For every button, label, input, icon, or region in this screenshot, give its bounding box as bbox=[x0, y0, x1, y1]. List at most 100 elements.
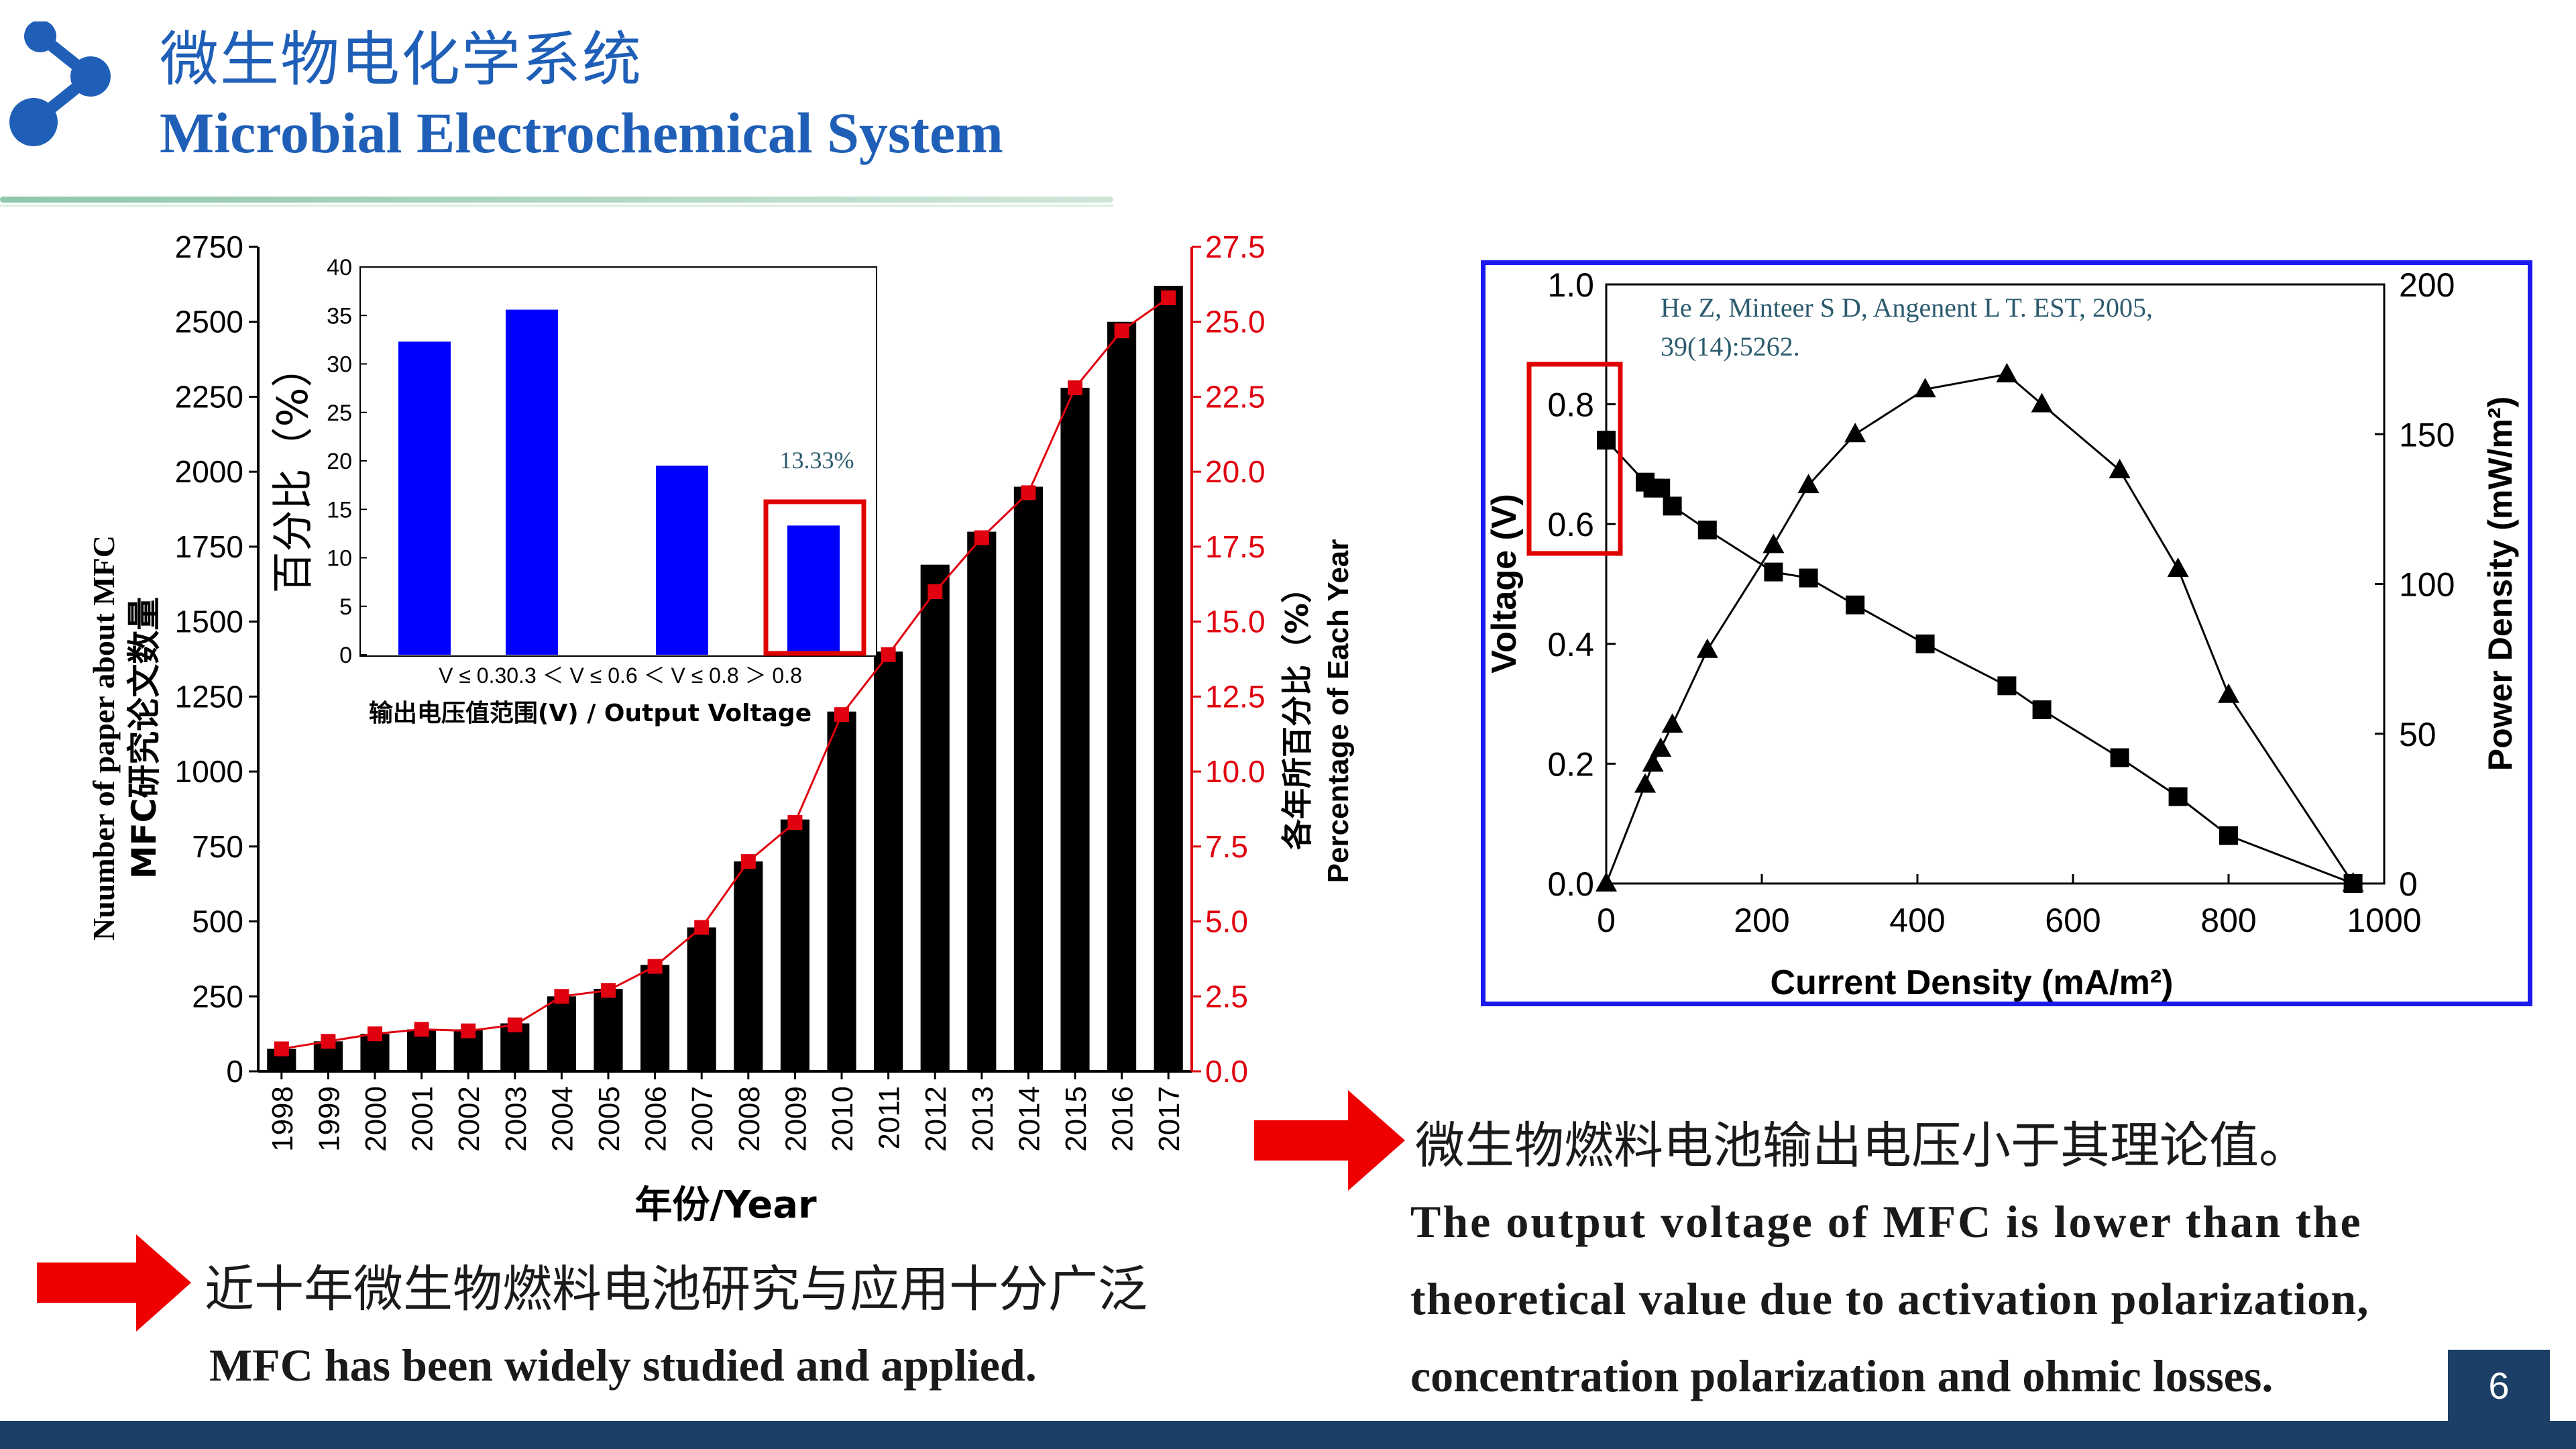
y-tick-label: 1000 bbox=[175, 754, 243, 789]
voltage-point bbox=[1597, 431, 1616, 450]
percent-point-2013 bbox=[974, 530, 989, 545]
power-point bbox=[1996, 362, 2018, 382]
inset-y-tick-label: 10 bbox=[327, 546, 352, 572]
left-chart-y2label-cn: 各年所百分比（%） bbox=[1279, 572, 1315, 850]
percent-point-2008 bbox=[740, 854, 756, 869]
percent-point-2012 bbox=[928, 584, 943, 599]
right-chart-xlabel: Current Density (mA/m²) bbox=[1771, 963, 2174, 1002]
voltage-point bbox=[1764, 562, 1783, 582]
bar-2009 bbox=[780, 819, 809, 1071]
bar-2008 bbox=[734, 861, 763, 1071]
header-divider-shadow bbox=[0, 205, 1113, 207]
voltage-point bbox=[2219, 826, 2238, 845]
inset-bar-2 bbox=[506, 309, 558, 655]
rc-x-tick-label: 400 bbox=[1889, 902, 1945, 939]
voltage-note-en-1: The output voltage of MFC is lower than … bbox=[1410, 1196, 2363, 1247]
x-tick-label: 2005 bbox=[593, 1086, 626, 1152]
y2-tick-label: 22.5 bbox=[1205, 379, 1266, 414]
y-tick-label: 500 bbox=[192, 904, 243, 939]
percent-point-1998 bbox=[274, 1041, 289, 1057]
voltage-point bbox=[2168, 787, 2188, 806]
header-divider bbox=[0, 197, 1113, 203]
y-tick-label: 2500 bbox=[175, 305, 243, 339]
power-point bbox=[1642, 752, 1664, 772]
percent-line bbox=[281, 297, 1170, 1050]
y2-tick-label: 10.0 bbox=[1205, 754, 1266, 789]
x-tick-label: 2008 bbox=[733, 1086, 766, 1152]
x-tick-label: 2001 bbox=[406, 1086, 439, 1152]
voltage-note-cn: 微生物燃料电池输出电压小于其理论值。 bbox=[1415, 1117, 2308, 1175]
inset-xlabel: 输出电压值范围(V) / Output Voltage bbox=[369, 700, 811, 727]
rc-y2-tick-label: 50 bbox=[2399, 716, 2437, 753]
percent-point-2001 bbox=[414, 1022, 429, 1037]
footer-bar bbox=[0, 1421, 2576, 1449]
percent-point-2011 bbox=[881, 647, 896, 662]
inset-bar-4 bbox=[787, 525, 840, 655]
power-point bbox=[2218, 683, 2239, 703]
y-tick-label: 1750 bbox=[175, 529, 243, 564]
right-arrow-icon bbox=[1254, 1090, 1405, 1191]
percent-point-2015 bbox=[1068, 380, 1082, 396]
research-note-en: MFC has been widely studied and applied. bbox=[209, 1340, 1037, 1391]
voltage-note-en-3: concentration polarization and ohmic los… bbox=[1410, 1350, 2274, 1401]
left-chart-bars bbox=[267, 286, 1183, 1072]
citation-line-1: He Z, Minteer S D, Angenent L T. EST, 20… bbox=[1661, 292, 2153, 323]
voltage-highlight-box bbox=[1526, 362, 1623, 556]
inset-bar-1 bbox=[398, 341, 451, 655]
bar-2005 bbox=[594, 989, 623, 1071]
inset-y-tick-label: 5 bbox=[339, 594, 352, 620]
x-tick-label: 2000 bbox=[359, 1086, 392, 1152]
bar-2015 bbox=[1060, 388, 1090, 1071]
x-tick-label: 2006 bbox=[640, 1086, 673, 1152]
y2-tick-label: 20.0 bbox=[1205, 454, 1266, 489]
power-point bbox=[1595, 872, 1617, 892]
inset-y-tick-label: 15 bbox=[327, 497, 352, 523]
inset-highlight-box bbox=[763, 499, 866, 656]
x-tick-label: 1998 bbox=[266, 1086, 299, 1152]
left-chart-y2label-en: Percentage of Each Year bbox=[1322, 539, 1355, 883]
left-chart-xlabel: 年份/Year bbox=[634, 1183, 817, 1227]
page-number: 6 bbox=[2448, 1350, 2550, 1421]
right-chart-series bbox=[1595, 362, 2364, 893]
rc-x-tick-label: 800 bbox=[2200, 902, 2256, 939]
x-tick-label: 2012 bbox=[919, 1086, 952, 1152]
voltage-point bbox=[1846, 595, 1865, 614]
percent-point-2002 bbox=[461, 1023, 476, 1038]
y-tick-label: 1250 bbox=[175, 679, 243, 714]
rc-y2-tick-label: 150 bbox=[2399, 416, 2455, 453]
bar-2012 bbox=[920, 564, 950, 1071]
rc-y-tick-label: 0.4 bbox=[1547, 626, 1594, 663]
percent-point-2003 bbox=[507, 1017, 522, 1032]
x-tick-label: 2009 bbox=[779, 1086, 812, 1152]
voltage-point bbox=[1799, 568, 1818, 588]
percent-point-2004 bbox=[554, 989, 569, 1004]
y2-tick-label: 27.5 bbox=[1205, 229, 1266, 264]
percent-point-2016 bbox=[1114, 323, 1129, 339]
power-point bbox=[2031, 392, 2053, 413]
left-chart-axes: 0250500750100012501500175020002250250027… bbox=[175, 229, 1266, 1152]
inset-y-tick-label: 40 bbox=[327, 255, 352, 280]
rc-y-tick-label: 1.0 bbox=[1547, 266, 1594, 304]
x-tick-label: 2014 bbox=[1013, 1086, 1046, 1152]
voltage-point bbox=[1697, 521, 1717, 540]
rc-y2-tick-label: 0 bbox=[2399, 865, 2418, 903]
polarization-curve-chart: 0 200 400 600 800 1000 0.0 0.2 0.4 0.6 0.8 1.0 0 50 10… bbox=[1485, 266, 2519, 1002]
molecule-logo-icon bbox=[9, 21, 111, 146]
x-tick-label: 2015 bbox=[1060, 1086, 1093, 1152]
power-point bbox=[2109, 458, 2131, 478]
left-chart-ylabel-cn: MFC研究论文数量 bbox=[125, 597, 164, 879]
inset-axes: 0 5 10 15 20 25 30 35 40 bbox=[327, 255, 367, 668]
research-note-cn: 近十年微生物燃料电池研究与应用十分广泛 bbox=[205, 1260, 1147, 1318]
y2-tick-label: 0.0 bbox=[1205, 1054, 1248, 1089]
paper-count-chart: 0250500750100012501500175020002250250027… bbox=[87, 229, 1355, 1227]
bar-2007 bbox=[687, 927, 716, 1071]
y2-tick-label: 15.0 bbox=[1205, 604, 1266, 639]
percent-point-2010 bbox=[834, 707, 849, 722]
x-tick-label: 2011 bbox=[873, 1086, 906, 1150]
voltage-point bbox=[1915, 634, 1935, 653]
right-arrow-icon bbox=[37, 1234, 191, 1332]
voltage-point bbox=[2032, 700, 2052, 720]
page-title-cn: 微生物电化学系统 bbox=[160, 25, 643, 94]
y-tick-label: 250 bbox=[192, 979, 243, 1014]
y2-tick-label: 25.0 bbox=[1205, 305, 1266, 339]
